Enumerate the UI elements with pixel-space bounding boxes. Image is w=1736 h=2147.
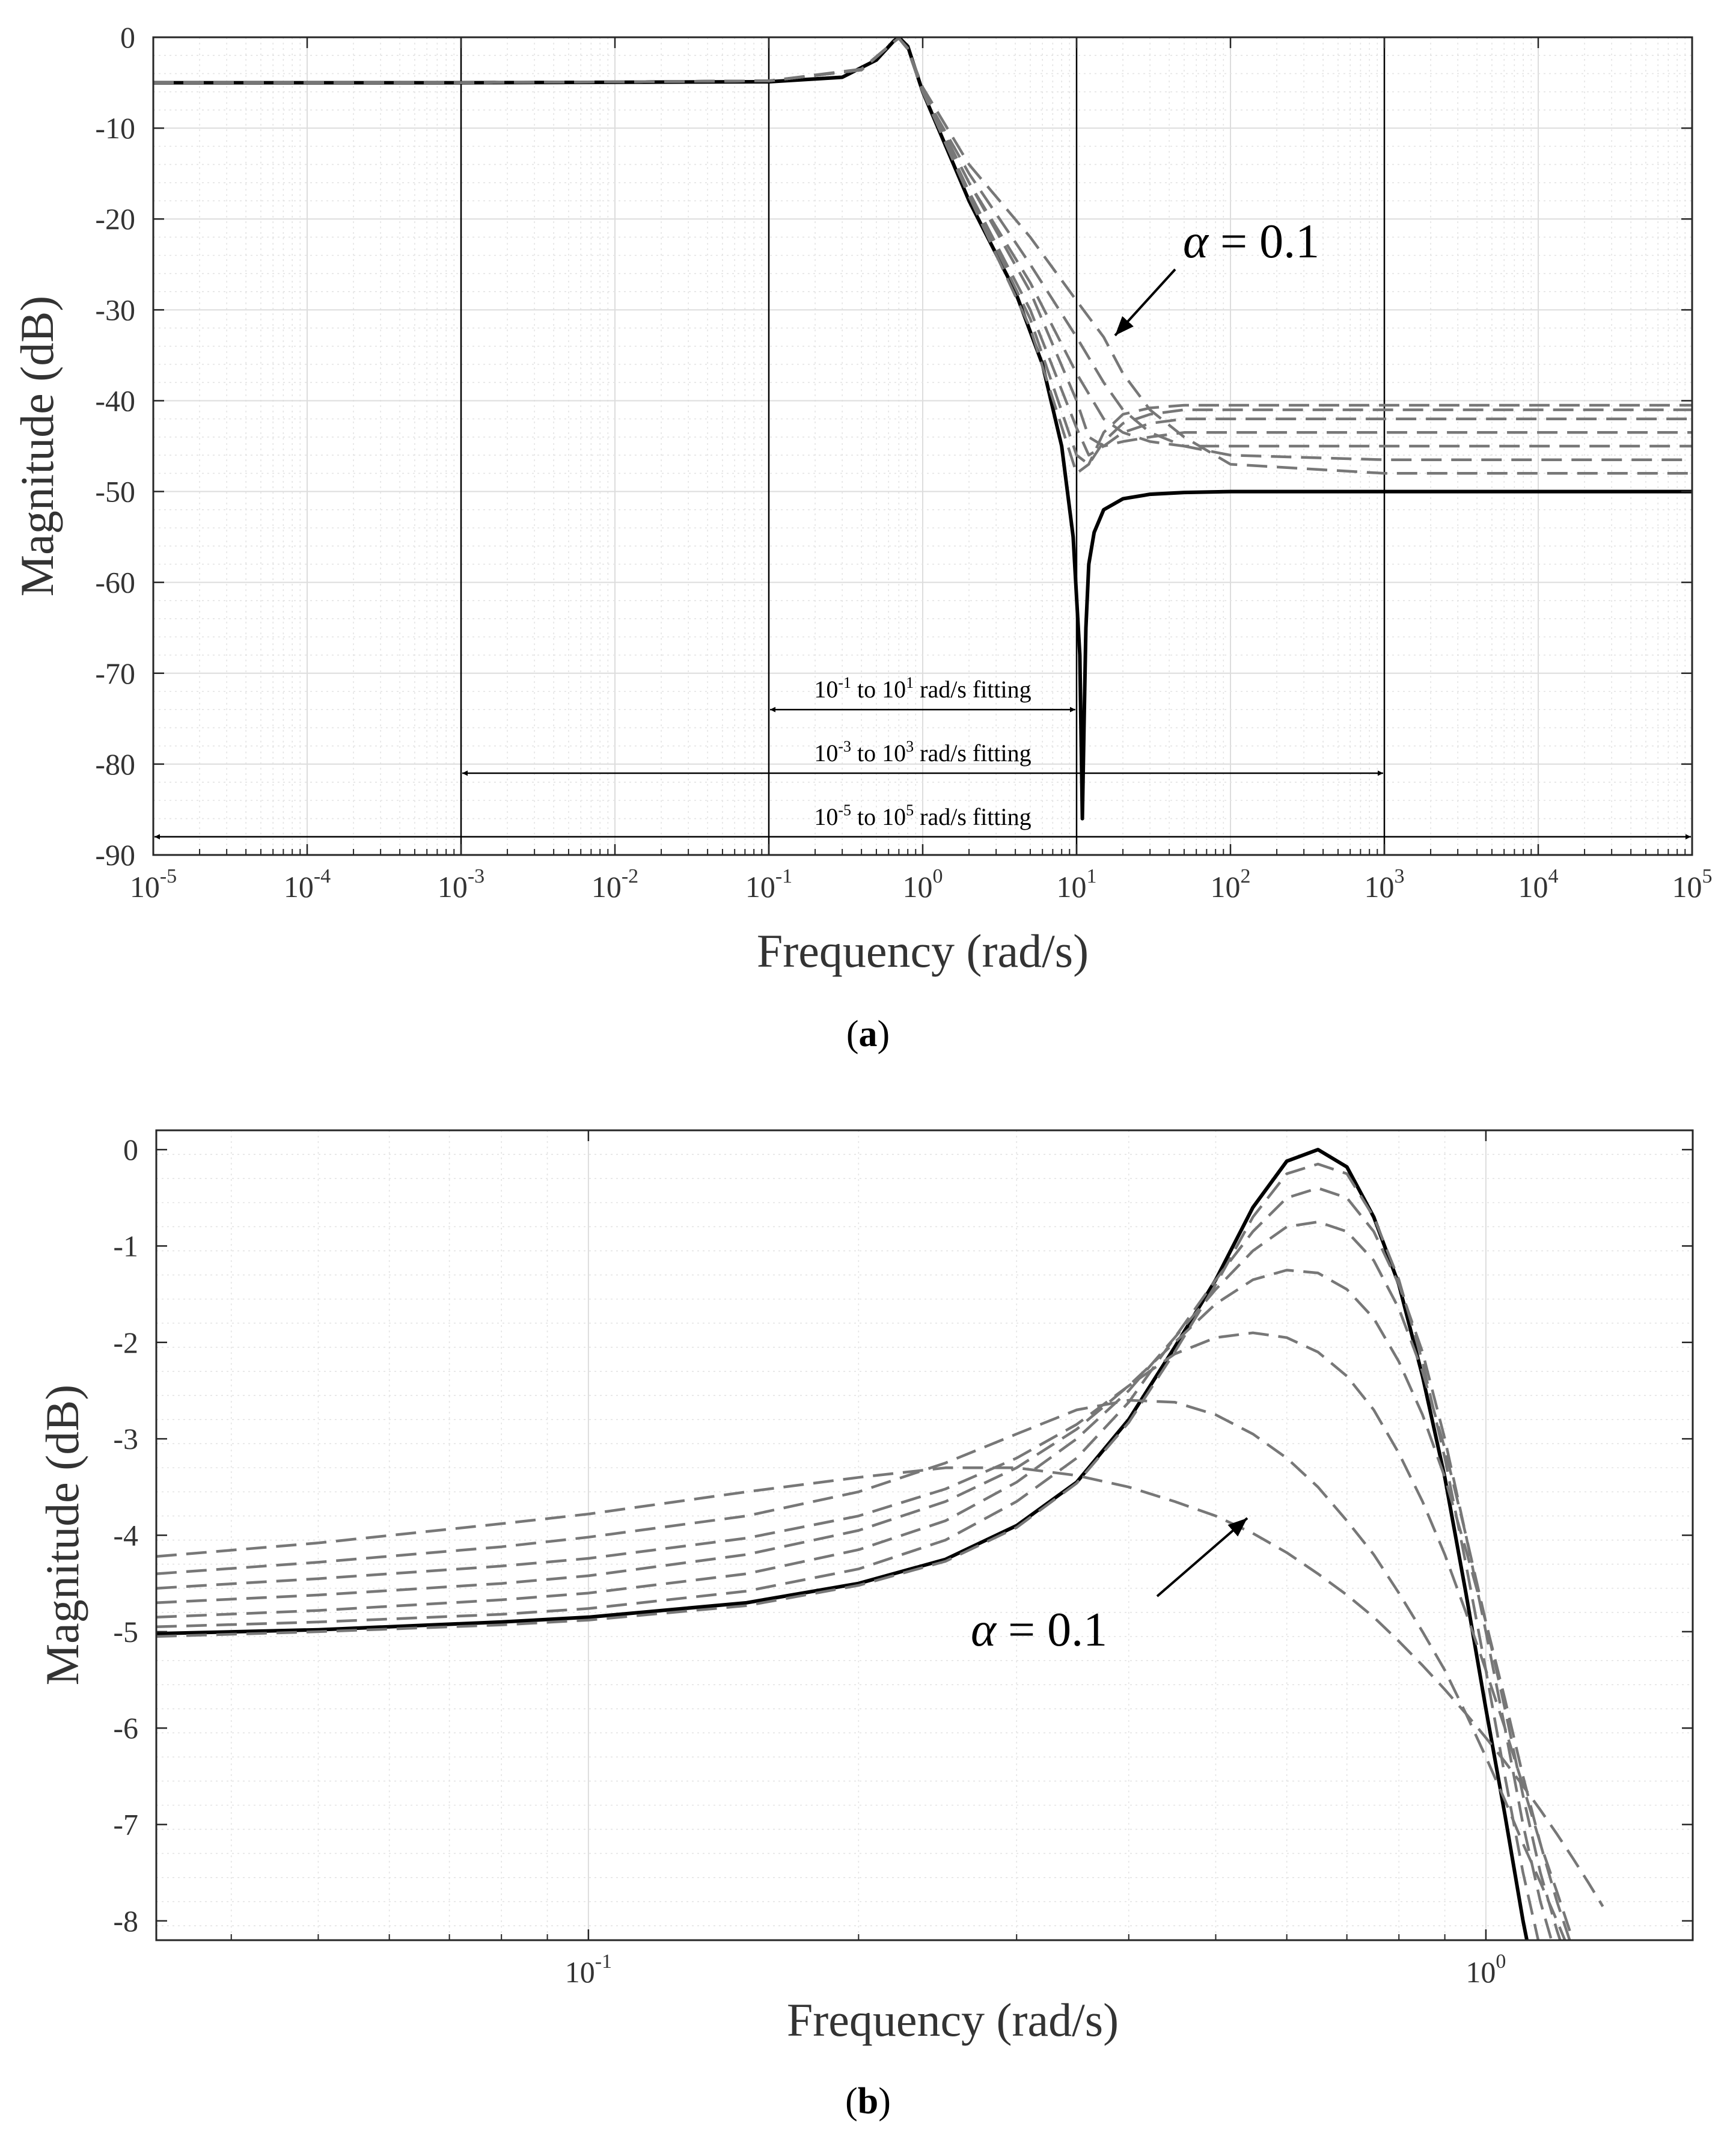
panel-b-ytick-label: -5 bbox=[113, 1615, 138, 1649]
panel-b-ytick-label: -8 bbox=[113, 1904, 138, 1938]
panel-a-ytick-label: -90 bbox=[95, 838, 135, 872]
caption-a: (a) bbox=[846, 1014, 890, 1055]
panel-b-line-approx-4 bbox=[156, 1269, 1571, 1940]
panel-a-alpha-value: = 0.1 bbox=[1208, 215, 1319, 268]
panel-b-alpha-value: = 0.1 bbox=[996, 1603, 1107, 1656]
panel-b-ytick-label: 0 bbox=[123, 1133, 138, 1166]
panel-b-ytick-label: -6 bbox=[113, 1711, 138, 1745]
panel-a-line-approx-7 bbox=[153, 37, 1692, 475]
panel-a-series bbox=[153, 37, 1692, 821]
panel-a-xtick-label: 10-1 bbox=[745, 865, 792, 904]
panel-b: 0 -1 -2 -3 -4 -5 -6 -7 -8 10-1 100 Frequency (rad/… bbox=[36, 1129, 1694, 2122]
panel-b-ticks: 0 -1 -2 -3 -4 -5 -6 -7 -8 10-1 100 bbox=[113, 1130, 1693, 1989]
panel-b-ytick-label: -4 bbox=[113, 1519, 138, 1552]
panel-a-ytick-label: -30 bbox=[95, 293, 135, 326]
panel-a-alpha-arrow bbox=[1114, 268, 1176, 337]
panel-a-fitting-label: 10-1 to 101 rad/s fitting bbox=[814, 674, 1031, 703]
panel-a-xtick-label: 10-2 bbox=[591, 865, 638, 904]
panel-a-xtick-label: 105 bbox=[1672, 865, 1713, 904]
panel-b-line-approx-5 bbox=[156, 1331, 1575, 1940]
panel-b-xlabel: Frequency (rad/s) bbox=[787, 1994, 1119, 2046]
panel-b-line-exact bbox=[156, 1148, 1529, 1940]
panel-b-line-approx-6 bbox=[156, 1398, 1566, 1940]
panel-a-ytick-label: -50 bbox=[95, 475, 135, 509]
panel-a-alpha-symbol: α bbox=[1183, 215, 1209, 268]
panel-a-fitting-label: 10-5 to 105 rad/s fitting bbox=[814, 801, 1031, 830]
panel-a-xtick-label: 10-4 bbox=[284, 865, 331, 904]
panel-a-xtick-label: 103 bbox=[1365, 865, 1405, 904]
svg-text:α = 0.1: α = 0.1 bbox=[971, 1603, 1107, 1656]
panel-b-line-approx-3 bbox=[156, 1221, 1562, 1940]
panel-a-xtick-label: 10-3 bbox=[438, 865, 484, 904]
panel-b-alpha-arrow bbox=[1156, 1517, 1249, 1597]
svg-text:α = 0.1: α = 0.1 bbox=[1183, 215, 1319, 268]
panel-a-ytick-label: -60 bbox=[95, 566, 135, 599]
panel-b-ylabel: Magnitude (dB) bbox=[36, 1385, 88, 1685]
panel-a-ytick-label: -70 bbox=[95, 657, 135, 690]
panel-a-xtick-label: 104 bbox=[1518, 865, 1559, 904]
panel-b-ytick-label: -1 bbox=[113, 1229, 138, 1263]
panel-b-ytick-label: -3 bbox=[113, 1422, 138, 1456]
panel-b-grid bbox=[156, 1130, 1693, 1940]
panel-a-ytick-label: -20 bbox=[95, 202, 135, 236]
panel-b-frame bbox=[155, 1129, 1694, 1941]
panel-b-series bbox=[156, 1148, 1604, 1940]
panel-a-fitting-label: 10-3 to 103 rad/s fitting bbox=[814, 738, 1031, 767]
panel-a-ytick-label: -80 bbox=[95, 747, 135, 781]
panel-b-line-approx-2 bbox=[156, 1186, 1553, 1940]
panel-a-xlabel: Frequency (rad/s) bbox=[757, 925, 1089, 977]
panel-a-ylabel: Magnitude (dB) bbox=[11, 296, 63, 596]
panel-b-ytick-label: -2 bbox=[113, 1326, 138, 1359]
panel-b-alpha-annotation: α = 0.1 bbox=[971, 1517, 1249, 1656]
caption-b: (b) bbox=[845, 2081, 891, 2122]
panel-a-alpha-annotation: α = 0.1 bbox=[1114, 215, 1319, 337]
panel-a-xtick-label: 101 bbox=[1057, 865, 1097, 904]
panel-b-ytick-label: -7 bbox=[113, 1808, 138, 1842]
panel-a-fitting-ranges: 10-1 to 101 rad/s fitting 10-3 to 103 rad… bbox=[154, 674, 1691, 840]
panel-a-ytick-label: -10 bbox=[95, 111, 135, 145]
panel-b-alpha-symbol: α bbox=[971, 1603, 997, 1656]
panel-a-xtick-label: 10-5 bbox=[130, 865, 177, 904]
panel-b-xtick-label: 100 bbox=[1466, 1950, 1506, 1989]
panel-a-xtick-label: 102 bbox=[1211, 865, 1251, 904]
panel-b-line-approx-dense bbox=[156, 1162, 1540, 1940]
panel-a-xtick-label: 100 bbox=[903, 865, 943, 904]
panel-a-ytick-label: 0 bbox=[120, 20, 135, 54]
panel-a-ytick-label: -40 bbox=[95, 384, 135, 417]
panel-a-grid bbox=[153, 37, 1693, 856]
panel-b-xtick-label: 10-1 bbox=[565, 1950, 612, 1989]
panel-b-line-approx-7 bbox=[156, 1466, 1604, 1908]
